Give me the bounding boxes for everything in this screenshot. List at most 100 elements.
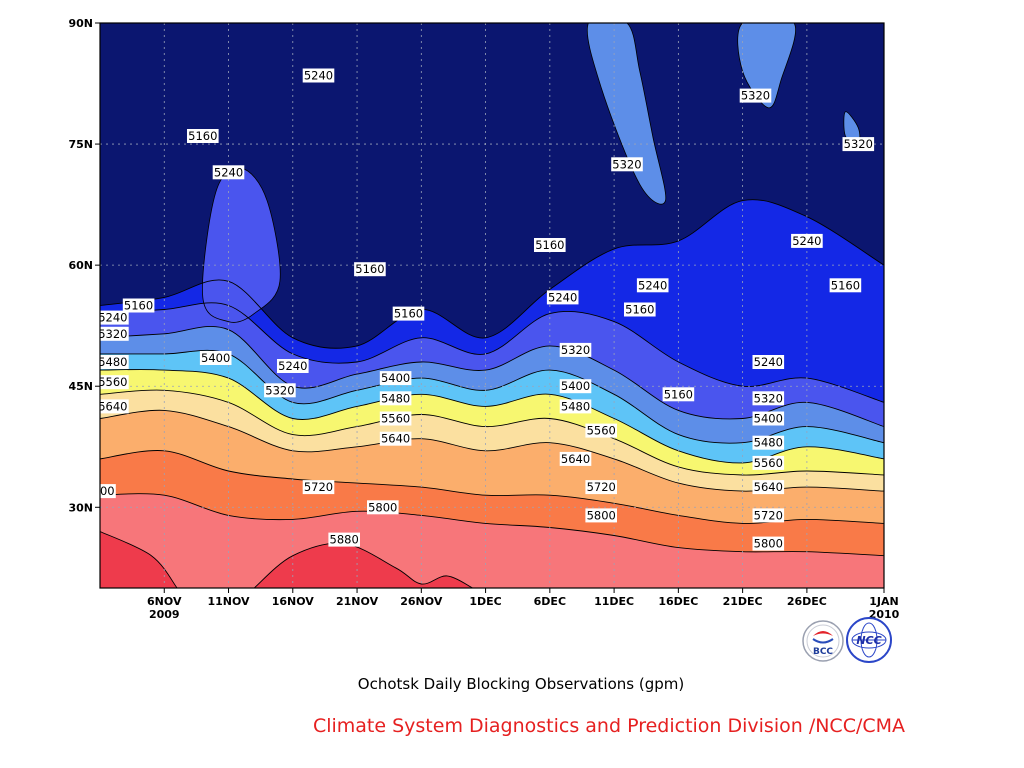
contour-label-bg [842,137,875,152]
y-tick-label: 60N [68,259,93,272]
contour-label-text: 5640 [381,432,410,446]
contour-label: 5560 [98,375,129,390]
contour-label-text: 5160 [831,278,860,292]
contour-label-text: 5320 [844,137,873,151]
grid-lines [100,23,884,588]
credit-line: Climate System Diagnostics and Predictio… [313,715,905,737]
contour-label-text: 5240 [278,359,307,373]
contour-label: 5320 [611,157,643,172]
contour-label: 5480 [98,355,129,369]
contour-label: 5400 [752,411,785,426]
contour-label-bg [559,379,592,394]
x-tick-label: 21DEC [723,595,763,608]
y-tick-label: 30N [68,501,93,514]
contour-line [253,542,473,588]
contour-label-bg [585,423,617,438]
contour-label-text: 5320 [561,343,590,357]
contour-label-text: 5720 [754,508,783,522]
contour-label: 5400 [379,371,412,386]
contour-closed-regions [202,23,861,323]
contour-label-bg [187,129,219,143]
contour-label-text: 5160 [188,129,217,143]
contour-label: 5640 [559,452,592,466]
contour-region [202,167,281,323]
contour-label: 5640 [752,480,785,494]
contour-label-bg [212,165,245,180]
x-tick-label: 1JAN [869,595,898,608]
contour-label-text: 5480 [98,355,127,369]
contour-label-text: 5320 [98,327,127,341]
contour-label-text: 5400 [754,412,783,426]
ncc-logo-text: NCC [856,634,881,647]
contour-region [737,23,796,109]
contour-label-text: 5320 [741,89,770,103]
x-tick-label: 6NOV [147,595,182,608]
contour-label-text: 5320 [265,383,294,397]
contour-label-text: 5160 [355,262,384,276]
contour-label-bg [829,278,862,293]
contour-label: 5800 [585,508,617,523]
contour-region [586,23,667,205]
contour-label: 5720 [302,480,335,494]
contour-label-bg [752,508,785,523]
contour-label-text: 5160 [124,299,153,313]
x-tick-label: 21NOV [336,595,379,608]
contour-label: 5400 [199,351,232,365]
contour-label-text: 5800 [368,500,397,514]
contour-label-bg [100,399,129,414]
contour-label-text: 5160 [535,238,564,252]
x-tick-label: 11NOV [207,595,250,608]
contour-label-text: 5240 [98,311,127,325]
x-tick-label: 1DEC [469,595,501,608]
contour-label-bg [328,532,360,547]
contour-label: 5240 [277,359,309,373]
contour-label-text: 5400 [201,351,230,365]
contour-label: 5160 [122,298,155,313]
contour-label-text: 5720 [587,480,616,494]
y-tick-label: 75N [68,138,93,151]
contour-label: 5800 [752,536,785,551]
contour-label-bg [739,88,772,103]
contour-label-text: 5640 [98,399,127,413]
contour-label-text: 5560 [98,375,127,389]
chart-title: Ochotsk Daily Blocking Observations (gpm… [358,675,684,693]
contour-label-bg [379,431,412,446]
x-tick-label: 16DEC [658,595,698,608]
plot-frame [99,22,885,589]
contour-label: 5880 [328,533,360,547]
contour-label-text: 5240 [548,290,577,304]
bcc-logo-text: BCC [813,647,833,657]
contour-label-text: 5160 [394,307,423,321]
contour-label-text: 5640 [561,452,590,466]
contour-label: 5240 [791,233,823,248]
contour-label: 5240 [98,310,129,325]
contour-label: 5720 [585,480,617,494]
contour-label-bg [752,355,785,369]
contour-label-text: 5480 [381,391,410,405]
contour-label: 5320 [264,383,296,398]
contour-label-bg [100,310,129,325]
contour-label-text: 5240 [638,278,667,292]
plot-area: 5240516052405160516051605240532054005480… [98,23,884,588]
contour-label-bg [100,484,116,499]
contour-label-text: 5880 [330,533,359,547]
contour-fill-bands [100,23,884,588]
contour-label-bg [534,238,566,252]
contour-label-text: 5160 [664,387,693,401]
contour-label-bg [354,262,386,277]
contour-band [254,543,473,588]
contour-line [100,531,178,588]
contour-label-bg [546,290,579,305]
contour-label-text: 5560 [587,424,616,438]
contour-label: 5560 [752,456,785,470]
contour-label-bg [379,371,412,386]
contour-label: 5320 [98,327,129,341]
contour-label-bg [122,298,155,313]
contour-label-bg [100,355,129,369]
contour-label-text: 5800 [587,508,616,522]
contour-label: 5320 [559,343,592,357]
contour-label-text: 5560 [754,456,783,470]
x-tick-label: 16NOV [272,595,315,608]
contour-label: 5560 [585,423,617,438]
x-tick-label: 11DEC [594,595,634,608]
